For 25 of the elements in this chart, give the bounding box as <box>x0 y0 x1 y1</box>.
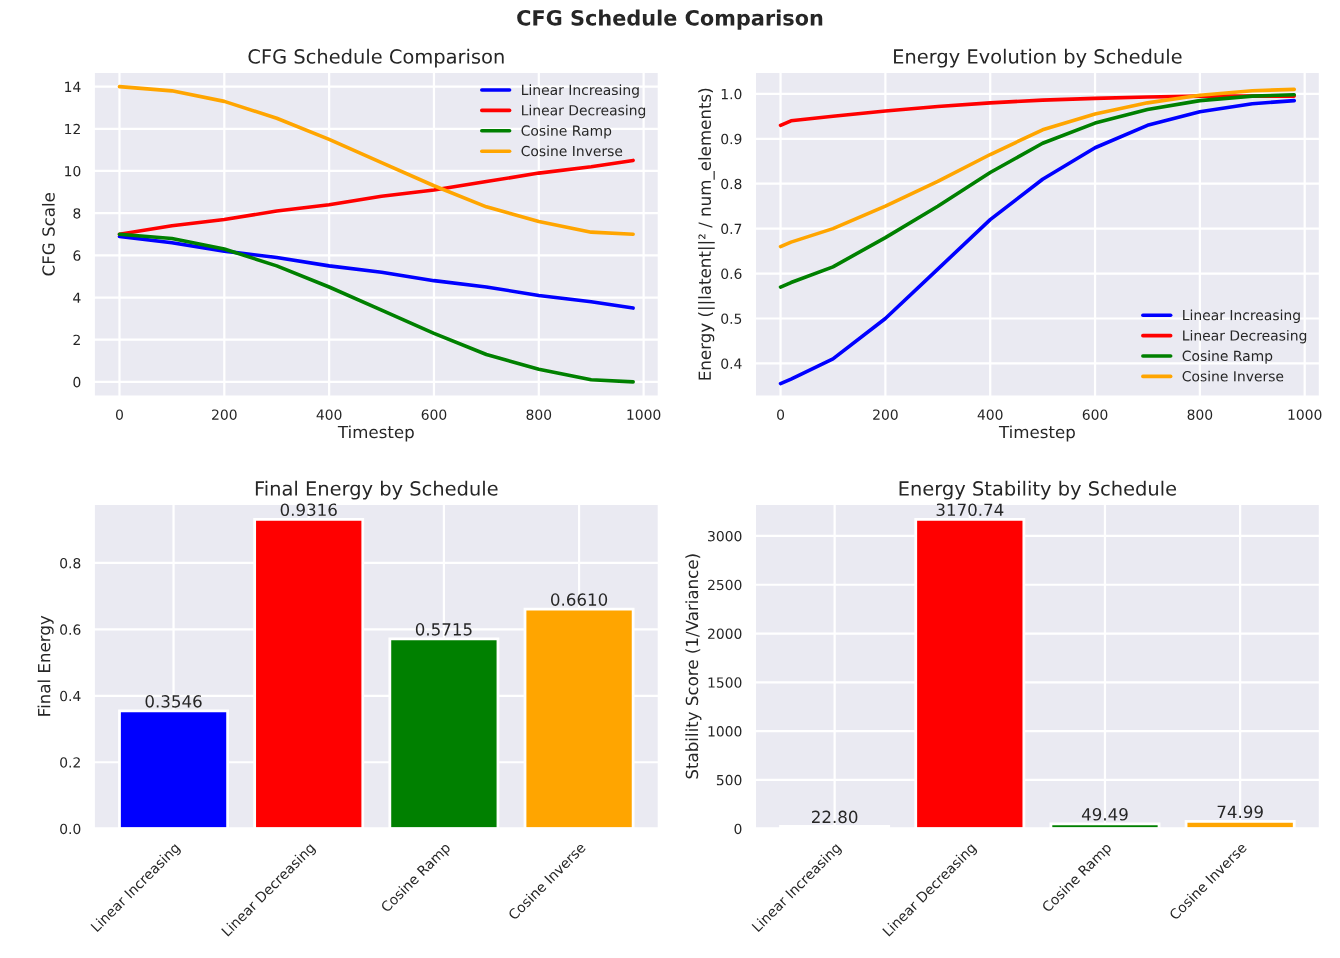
chart-title: CFG Schedule Comparison <box>248 48 504 68</box>
x-axis-title: Timestep <box>998 425 1075 442</box>
data-label: 0.9316 <box>280 503 337 517</box>
data-label: 0.5715 <box>415 623 472 636</box>
line-series <box>778 87 1297 249</box>
line-series <box>778 94 1297 128</box>
y-axis-title: CFG Scale <box>41 193 55 276</box>
line-series <box>117 234 635 310</box>
data-label: 0.6610 <box>551 593 608 606</box>
chart-title: Energy Stability by Schedule <box>899 480 1177 500</box>
line-series <box>117 158 635 237</box>
x-axis-title: Timestep <box>337 425 414 442</box>
line-series <box>778 92 1297 289</box>
y-axis-title: Final Energy <box>37 615 54 716</box>
chart-title: Final Energy by Schedule <box>255 480 498 500</box>
data-label: 22.80 <box>811 810 858 824</box>
data-label: 0.3546 <box>145 695 202 708</box>
y-axis-title: Stability Score (1/Variance) <box>685 554 702 779</box>
data-label: 74.99 <box>1217 805 1263 819</box>
chart-title: Energy Evolution by Schedule <box>894 48 1182 68</box>
y-axis-title: Energy (||latent||² / num_elements) <box>698 88 715 380</box>
data-label: 49.49 <box>1081 808 1128 821</box>
line-series <box>117 232 635 384</box>
data-label: 3170.74 <box>936 503 1004 517</box>
text: CFG Schedule Comparison <box>517 9 823 30</box>
